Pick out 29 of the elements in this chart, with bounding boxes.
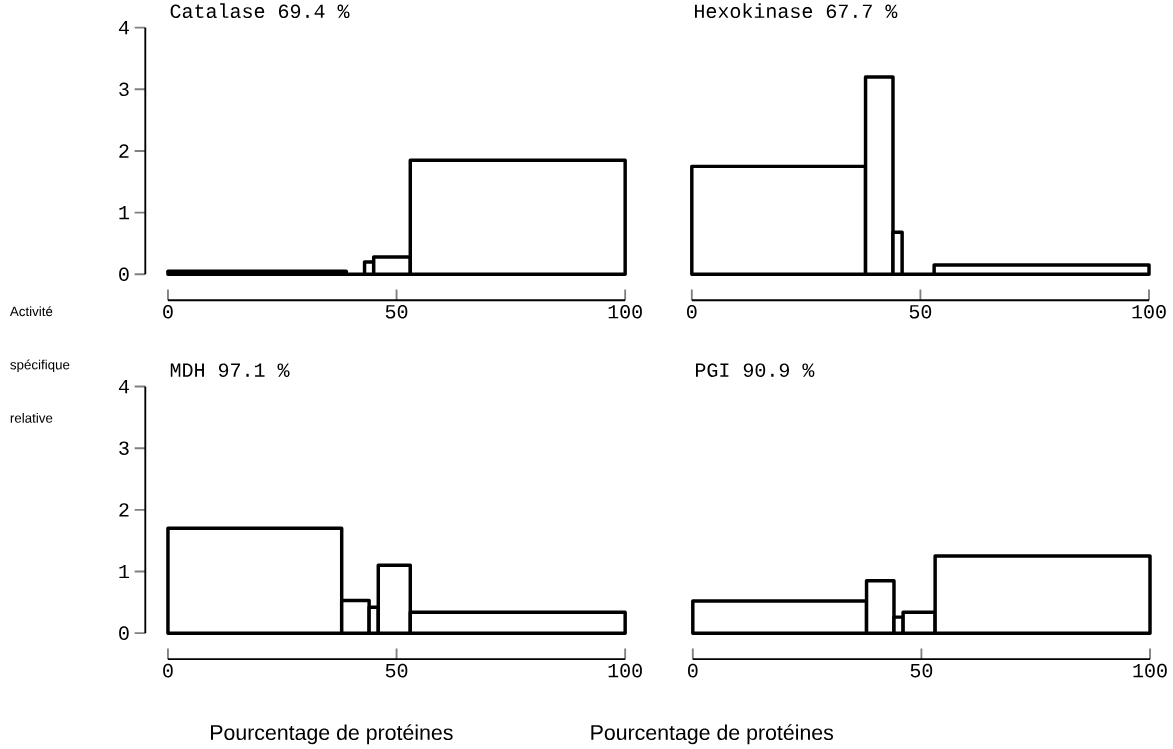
text: Activité spécifique relative: [9, 306, 70, 423]
y-tick-label: 1: [119, 205, 129, 220]
x-axis-title: Pourcentage de protéines: [591, 724, 834, 745]
y-tick-label: 2: [119, 503, 129, 517]
x-axis-title: Pourcentage de protéines: [211, 724, 453, 745]
chart-title: Hexokinase 67.7 %: [695, 3, 898, 18]
y-tick-label: 2: [119, 144, 129, 158]
x-tick-label: 50: [910, 663, 933, 678]
x-tick-label: 50: [385, 304, 408, 319]
x-tick-label: 50: [385, 663, 408, 678]
y-tick-label: 3: [119, 82, 129, 97]
x-tick-label: 0: [687, 304, 697, 319]
x-tick-label: 100: [608, 304, 642, 319]
y-tick-label: 1: [119, 564, 129, 579]
x-tick-label: 100: [608, 663, 642, 678]
x-tick-label: 100: [1132, 304, 1166, 319]
y-tick-label: 3: [119, 441, 129, 455]
chart-title: PGI 90.9 %: [696, 363, 815, 377]
y-tick-label: 4: [118, 379, 129, 394]
chart-title: Catalase 69.4 %: [170, 3, 350, 18]
y-tick-label: 4: [118, 21, 129, 35]
x-tick-label: 0: [688, 663, 698, 678]
y-tick-label: 0: [119, 626, 129, 640]
x-tick-label: 50: [909, 304, 932, 319]
x-tick-label: 100: [1133, 663, 1167, 678]
chart-title: MDH 97.1 %: [170, 363, 290, 377]
y-tick-label: 0: [119, 267, 129, 281]
x-tick-label: 0: [163, 304, 173, 319]
x-tick-label: 0: [163, 663, 173, 678]
